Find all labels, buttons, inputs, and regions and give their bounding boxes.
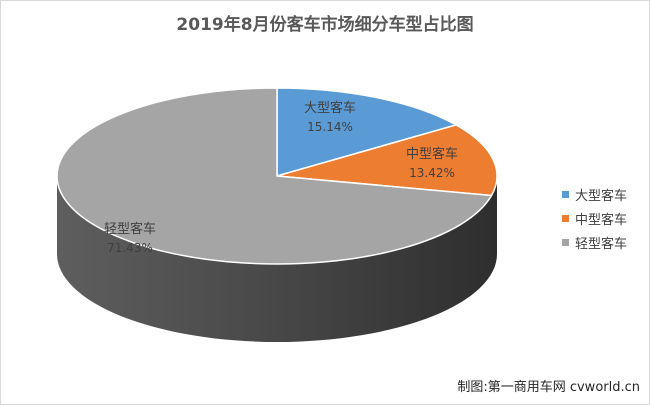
legend-label: 大型客车 bbox=[575, 188, 628, 204]
slice-value-label: 13.42% bbox=[409, 166, 455, 180]
legend-swatch bbox=[562, 214, 569, 222]
slice-category-label: 大型客车 bbox=[304, 100, 356, 116]
legend-label: 中型客车 bbox=[575, 212, 628, 228]
slice-value-label: 15.14% bbox=[307, 120, 353, 134]
pie-slice bbox=[276, 124, 498, 197]
legend-label: 轻型客车 bbox=[575, 236, 628, 252]
legend: 大型客车 中型客车 轻型客车 bbox=[562, 182, 627, 254]
chart-title: 2019年8月份客车市场细分车型占比图 bbox=[176, 15, 474, 35]
legend-swatch bbox=[562, 190, 569, 198]
pie-slice bbox=[56, 87, 493, 265]
pie-side-wall bbox=[57, 176, 497, 342]
legend-swatch bbox=[562, 238, 569, 246]
pie-side bbox=[57, 176, 497, 342]
watermark: 制图:第一商用车网 cvworld.cn bbox=[457, 380, 640, 395]
legend-item: 中型客车 bbox=[562, 206, 627, 230]
pie-labels: 大型客车 15.14% 中型客车 13.42% 轻型客车 71.43% bbox=[104, 100, 458, 255]
slice-value-label: 71.43% bbox=[107, 241, 153, 255]
slice-category-label: 中型客车 bbox=[406, 146, 458, 162]
pie-slice bbox=[276, 87, 457, 177]
legend-item: 大型客车 bbox=[562, 182, 627, 206]
pie-top bbox=[56, 87, 498, 265]
slice-category-label: 轻型客车 bbox=[104, 221, 156, 237]
legend-item: 轻型客车 bbox=[562, 230, 627, 254]
